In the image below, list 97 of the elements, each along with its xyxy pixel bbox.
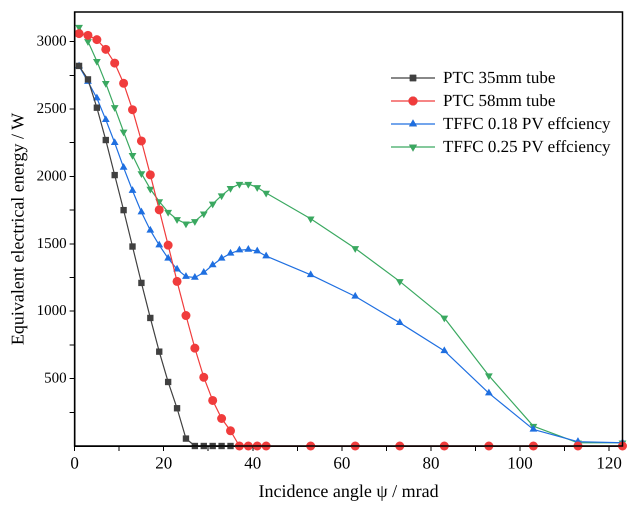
point — [208, 202, 217, 208]
point — [174, 405, 180, 412]
point — [102, 115, 110, 122]
point — [102, 136, 109, 144]
point — [173, 264, 181, 272]
point — [217, 414, 226, 424]
point — [182, 435, 190, 442]
point — [164, 378, 172, 386]
x-tick-label: 20 — [155, 454, 172, 473]
x-tick-label: 0 — [70, 454, 79, 473]
point — [182, 272, 190, 279]
point — [244, 244, 252, 252]
point — [226, 186, 234, 193]
point — [262, 252, 270, 258]
x-tick-label: 40 — [244, 454, 262, 473]
point — [147, 314, 154, 322]
point — [440, 346, 448, 354]
point — [200, 212, 208, 218]
point — [218, 193, 226, 200]
point — [155, 240, 164, 248]
point — [244, 182, 252, 189]
legend-label: PTC 58mm tube — [443, 90, 556, 110]
point — [110, 58, 120, 68]
point — [74, 29, 84, 38]
point — [182, 221, 190, 228]
legend-label: PTC 35mm tube — [443, 68, 556, 88]
point — [136, 136, 146, 146]
point — [138, 171, 146, 178]
point — [101, 44, 110, 54]
point — [440, 316, 448, 322]
point — [156, 348, 162, 355]
point — [218, 254, 226, 261]
point — [128, 153, 136, 160]
point — [154, 205, 164, 214]
point — [253, 246, 262, 254]
point — [306, 216, 315, 224]
point — [396, 279, 404, 286]
point — [484, 388, 493, 396]
point — [200, 268, 208, 275]
point — [226, 248, 234, 256]
point — [306, 270, 315, 278]
y-tick-label: 3000 — [36, 34, 67, 50]
point — [208, 260, 217, 268]
point — [120, 130, 128, 136]
point — [208, 396, 218, 405]
y-axis-title: Equivalent electrical energy / W — [8, 112, 28, 346]
point — [164, 240, 173, 250]
point — [102, 81, 110, 88]
point — [262, 190, 270, 198]
point — [226, 426, 236, 436]
y-tick-label: 1500 — [36, 236, 67, 252]
point — [92, 94, 101, 100]
point — [199, 372, 208, 382]
point — [172, 276, 182, 286]
point — [164, 210, 172, 217]
y-tick-label: 1000 — [36, 303, 67, 320]
x-tick-label: 60 — [333, 454, 350, 473]
point — [110, 138, 119, 145]
y-tick-label: 2000 — [36, 168, 67, 184]
point — [120, 206, 127, 214]
point — [351, 246, 360, 253]
point — [190, 219, 199, 226]
point — [146, 186, 154, 194]
point — [128, 105, 138, 114]
point — [128, 186, 136, 193]
point — [112, 172, 118, 178]
y-tick-label: 2500 — [36, 100, 67, 117]
x-axis-title: Incidence angle ψ / mrad — [258, 480, 439, 501]
point — [146, 226, 154, 233]
point — [92, 58, 101, 66]
point — [164, 254, 172, 261]
point — [110, 105, 119, 112]
point — [181, 311, 190, 320]
point — [190, 344, 200, 353]
point — [253, 185, 262, 192]
point — [236, 182, 244, 189]
point — [396, 318, 404, 326]
legend-label: TFFC 0.25 PV effciency — [443, 136, 610, 156]
x-tick-label: 80 — [422, 454, 440, 473]
legend-label: TFFC 0.18 PV effciency — [443, 114, 610, 134]
x-tick-label: 120 — [596, 454, 622, 473]
point — [94, 104, 100, 111]
point — [236, 246, 244, 252]
point — [83, 30, 92, 40]
point — [484, 373, 493, 380]
point — [119, 78, 128, 88]
point — [351, 292, 360, 299]
point — [138, 208, 146, 214]
point — [138, 280, 145, 286]
point — [146, 170, 155, 180]
point — [190, 273, 199, 280]
x-tick-label: 100 — [507, 454, 533, 473]
point — [84, 39, 92, 46]
point — [120, 163, 128, 170]
y-tick-label: 500 — [44, 370, 67, 387]
point — [92, 35, 102, 44]
point — [173, 217, 181, 224]
